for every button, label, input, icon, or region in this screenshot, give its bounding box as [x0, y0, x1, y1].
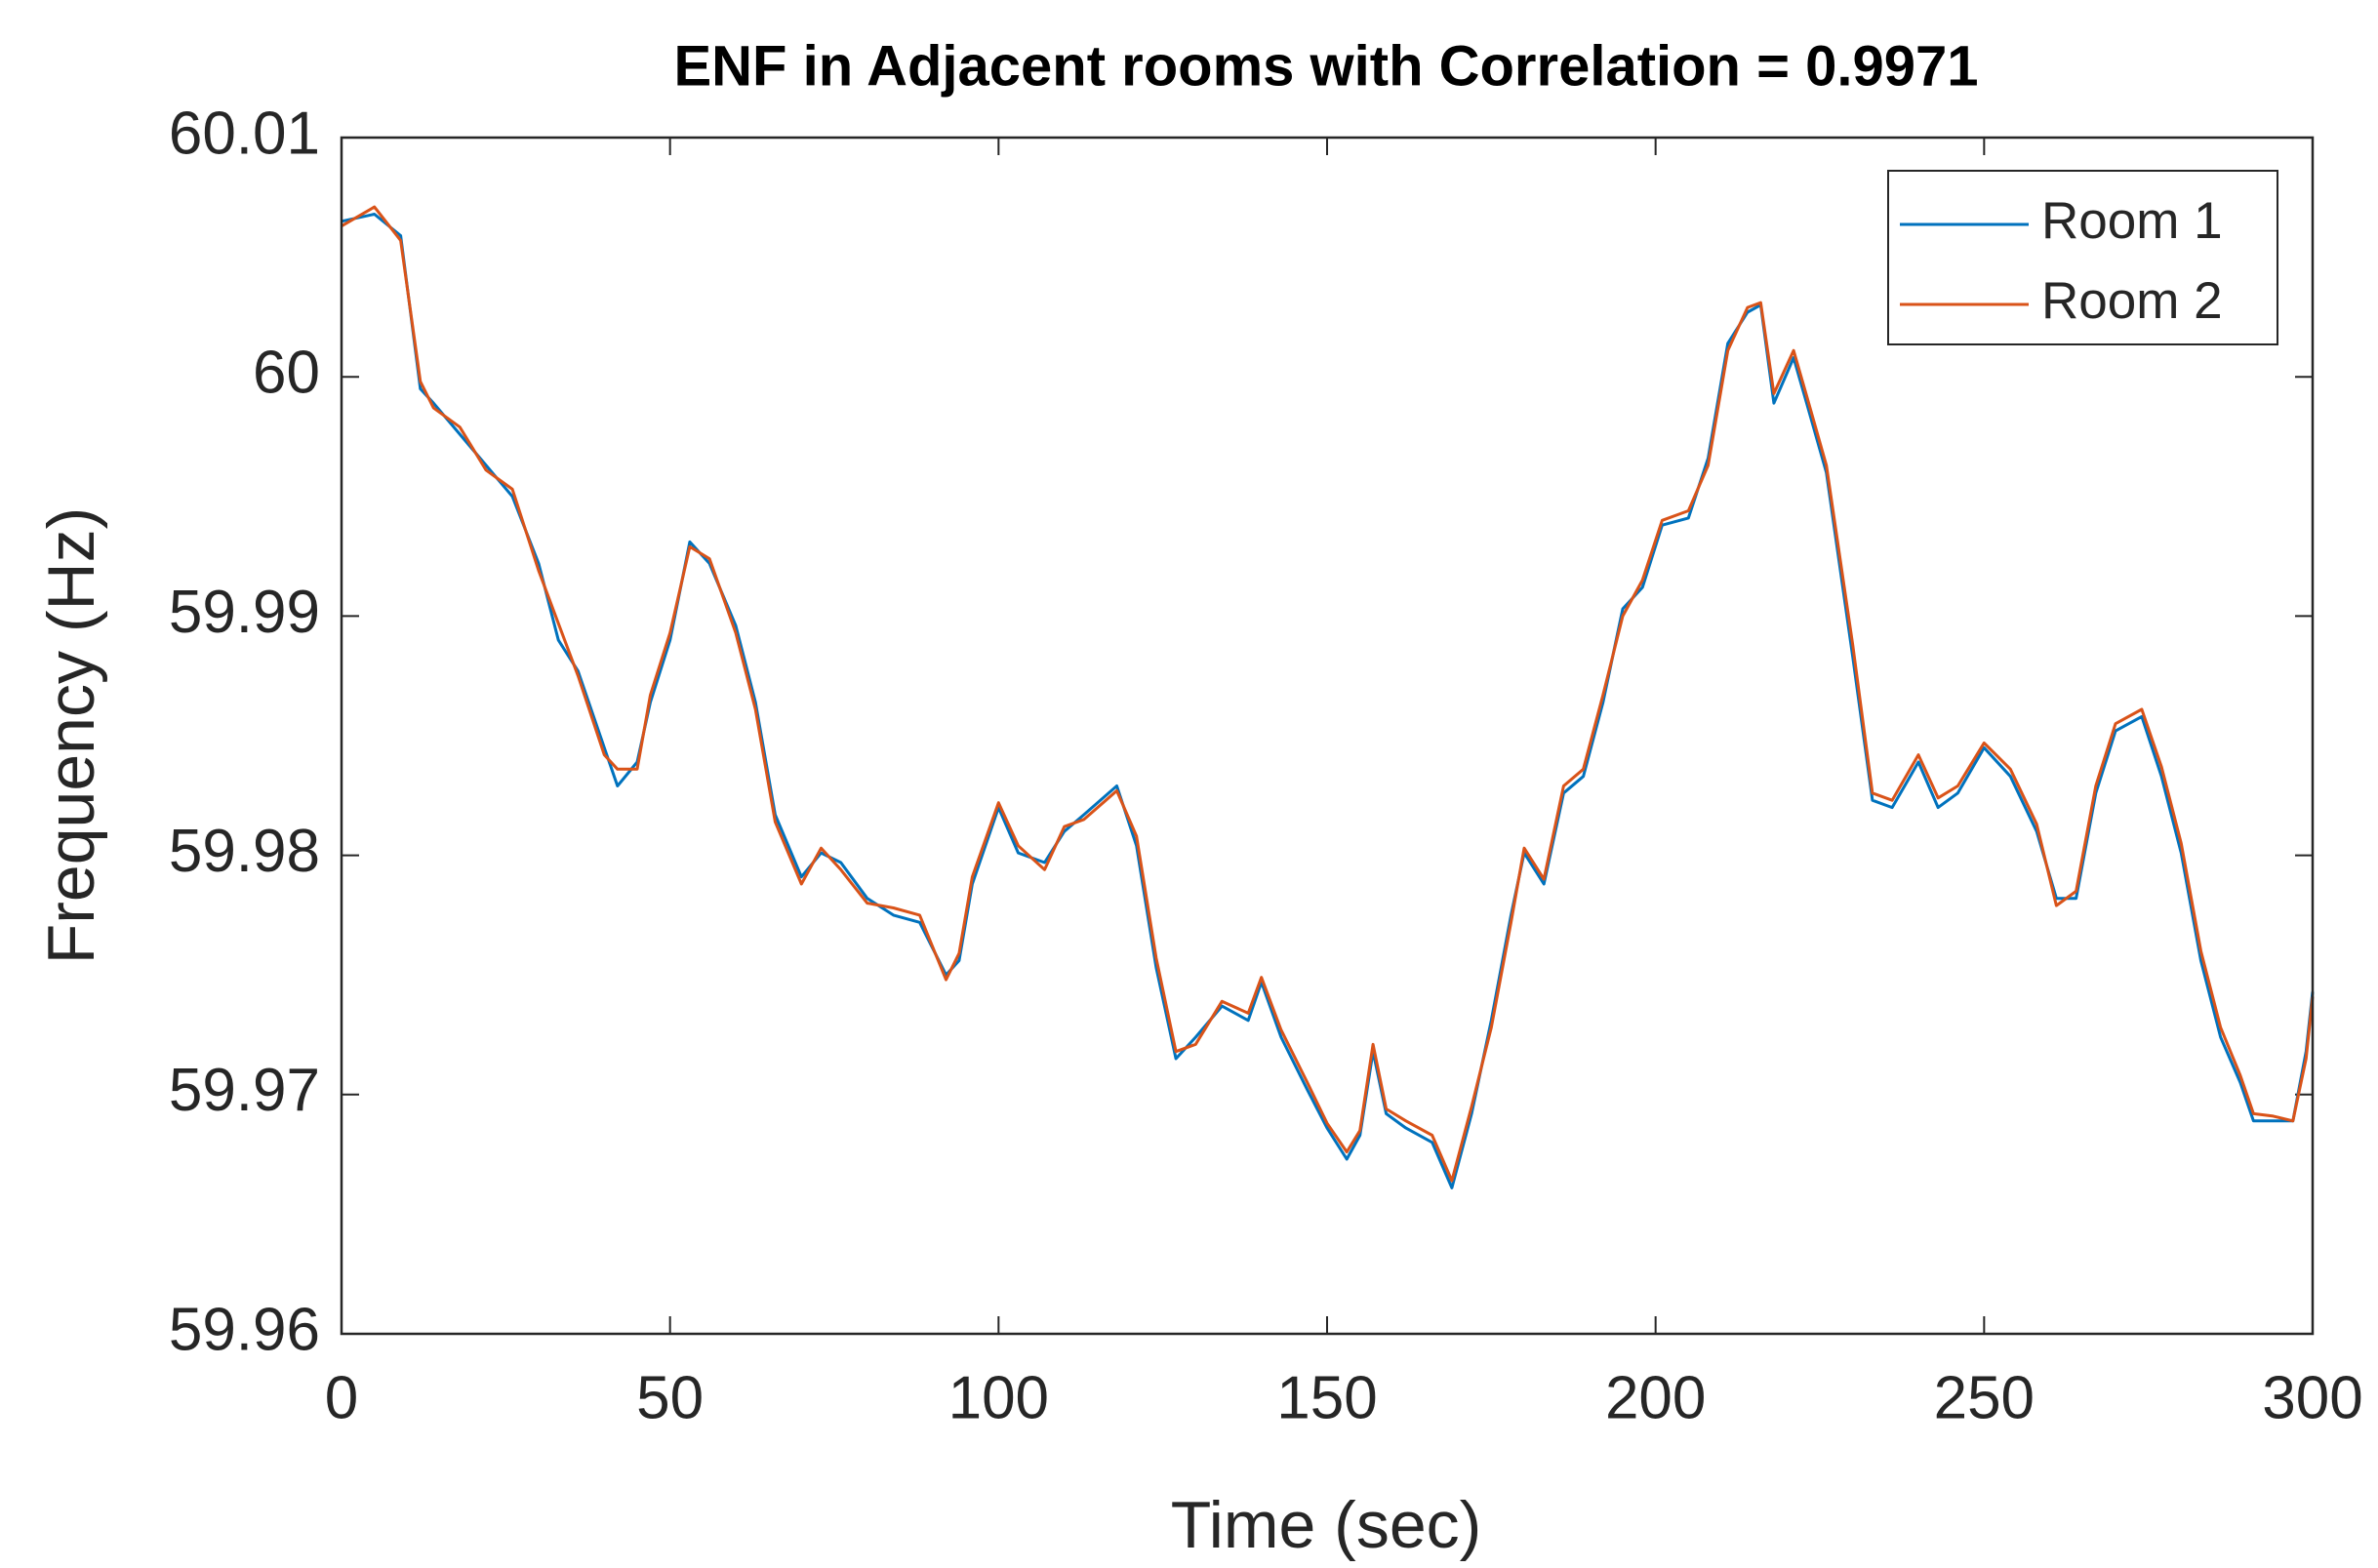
x-tick-label: 0: [325, 1364, 358, 1431]
y-tick-label: 59.96: [169, 1296, 320, 1363]
y-tick-label: 59.98: [169, 818, 320, 885]
x-tick-label: 50: [636, 1364, 704, 1431]
x-tick-label: 100: [948, 1364, 1049, 1431]
x-axis-label: Time (sec): [1171, 1488, 1482, 1562]
x-tick-label: 150: [1276, 1364, 1377, 1431]
x-tick-label: 200: [1605, 1364, 1706, 1431]
y-axis-label: Frequency (Hz): [34, 507, 108, 965]
y-tick-label: 60.01: [169, 100, 320, 167]
chart-title: ENF in Adjacent rooms with Correlation =…: [673, 34, 1978, 98]
legend-label: Room 1: [2041, 192, 2223, 250]
y-tick-label: 60: [253, 340, 320, 407]
data-line: [341, 205, 2315, 1183]
y-tick-label: 59.97: [169, 1057, 320, 1124]
x-tick-label: 250: [1934, 1364, 2035, 1431]
plot-frame: [340, 136, 2315, 1336]
y-tick-label: 59.99: [169, 579, 320, 646]
legend-label: Room 2: [2041, 272, 2223, 330]
legend-box: [1887, 170, 2278, 345]
x-tick-label: 300: [2262, 1364, 2362, 1431]
